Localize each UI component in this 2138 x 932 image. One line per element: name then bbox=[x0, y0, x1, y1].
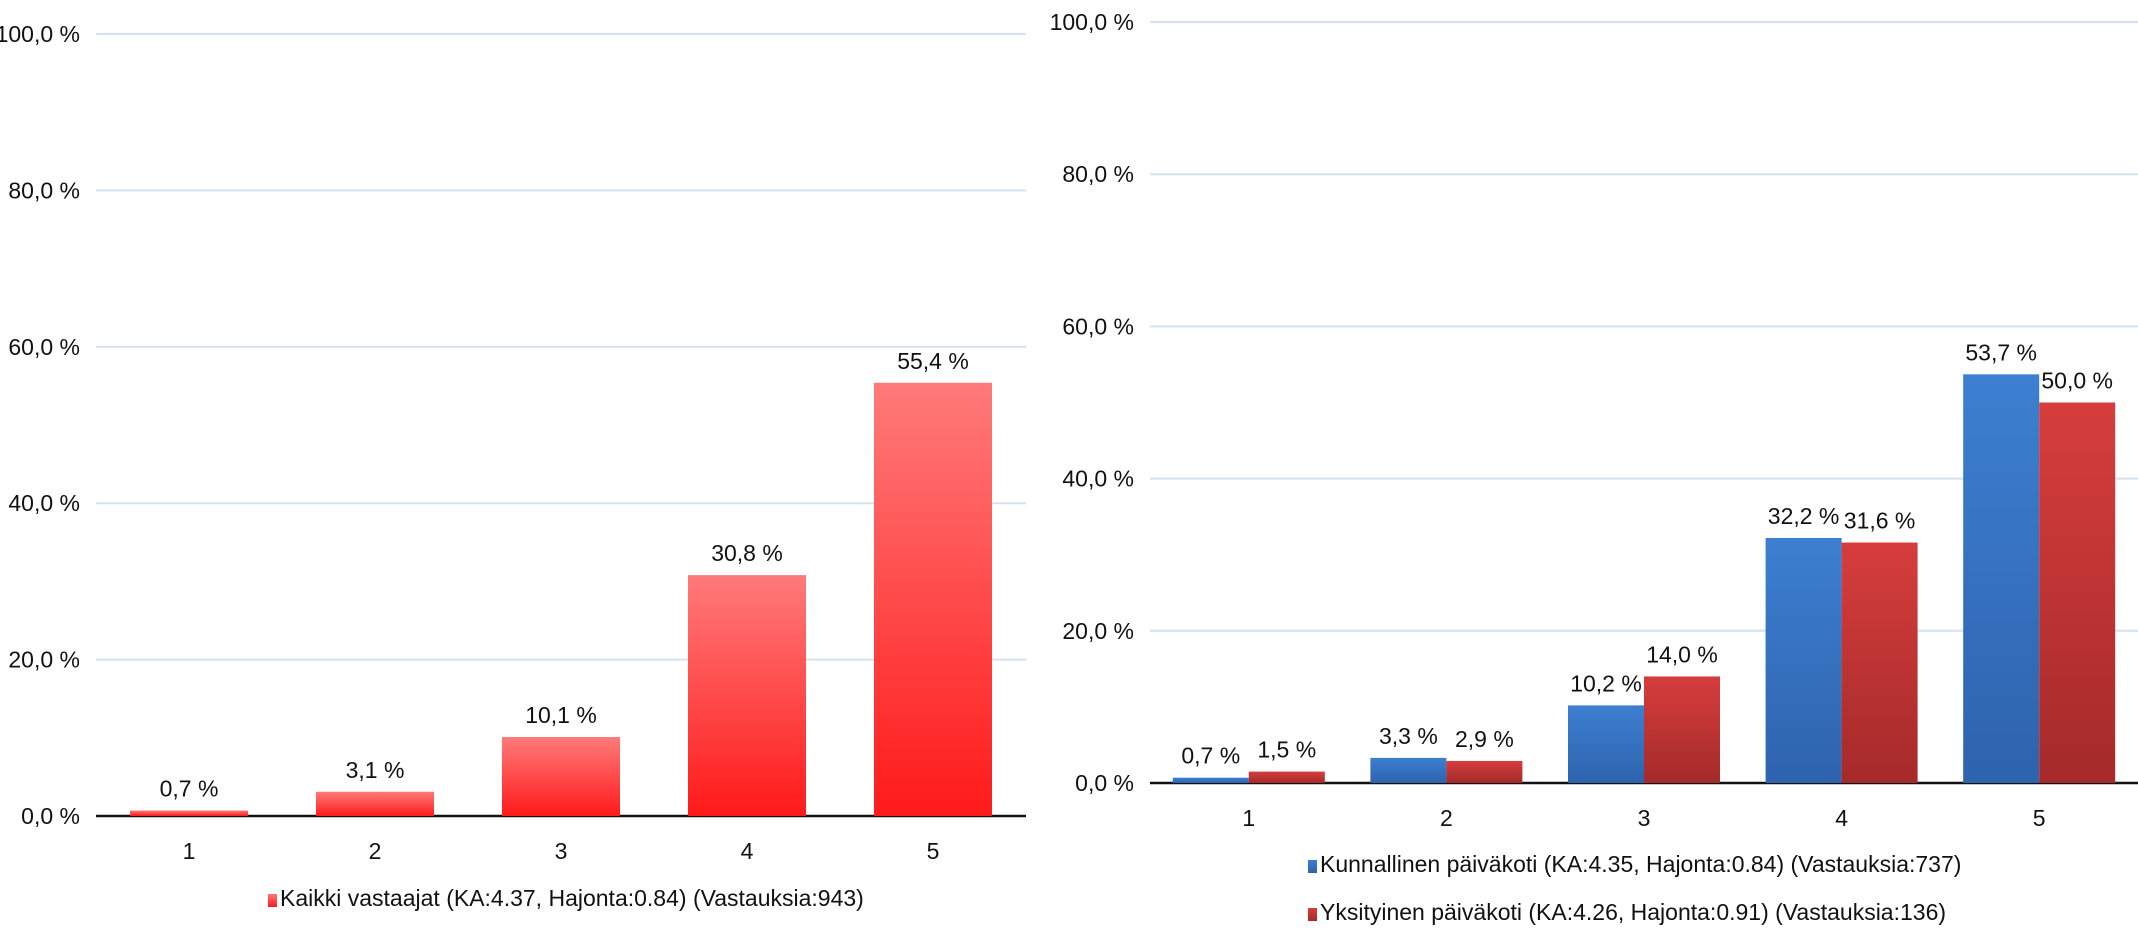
bar bbox=[1446, 760, 1523, 783]
data-label: 1,5 % bbox=[1257, 737, 1316, 763]
legend-swatch bbox=[1308, 860, 1317, 873]
y-tick-label: 80,0 % bbox=[1062, 161, 1134, 187]
x-tick-label: 5 bbox=[2033, 805, 2046, 831]
x-tick-label: 2 bbox=[369, 838, 382, 864]
y-tick-label: 100,0 % bbox=[0, 21, 80, 47]
data-label: 14,0 % bbox=[1646, 641, 1718, 667]
chart-all-respondents: 0,0 % 20,0 % 40,0 % 60,0 % 80,0 % 100,0 % 0,7 … bbox=[0, 21, 1026, 911]
data-label: 2,9 % bbox=[1455, 726, 1514, 752]
x-tick-label: 1 bbox=[1242, 805, 1255, 831]
y-tick-label: 0,0 % bbox=[1075, 770, 1134, 796]
data-label: 3,1 % bbox=[346, 757, 405, 783]
y-tick-label: 20,0 % bbox=[8, 647, 80, 673]
x-tick-label: 1 bbox=[183, 838, 196, 864]
y-tick-label: 40,0 % bbox=[1062, 466, 1134, 492]
data-label: 53,7 % bbox=[1965, 339, 2037, 365]
legend-swatch bbox=[268, 894, 277, 907]
data-label: 31,6 % bbox=[1844, 508, 1916, 534]
bar bbox=[1172, 777, 1249, 783]
legend-swatch bbox=[1308, 908, 1317, 921]
bar bbox=[1765, 537, 1842, 783]
x-tick-label: 4 bbox=[741, 838, 754, 864]
bar bbox=[1644, 676, 1720, 783]
data-label: 50,0 % bbox=[2041, 368, 2113, 394]
y-tick-label: 20,0 % bbox=[1062, 618, 1134, 644]
legend-label: Kunnallinen päiväkoti (KA:4.35, Hajonta:… bbox=[1320, 851, 1961, 877]
x-tick-label: 3 bbox=[1638, 805, 1651, 831]
bar bbox=[1248, 771, 1325, 783]
bar bbox=[1370, 757, 1447, 783]
data-label: 32,2 % bbox=[1768, 503, 1840, 529]
legend-label: Kaikki vastaajat (KA:4.37, Hajonta:0.84)… bbox=[280, 885, 864, 911]
bar bbox=[316, 791, 434, 816]
data-label: 0,7 % bbox=[160, 776, 219, 802]
bar bbox=[130, 810, 248, 816]
bar bbox=[1841, 542, 1918, 783]
legend-label: Yksityinen päiväkoti (KA:4.26, Hajonta:0… bbox=[1320, 899, 1946, 925]
chart-municipal-vs-private: 0,0 % 20,0 % 40,0 % 60,0 % 80,0 % 100,0 % 0,7 … bbox=[1050, 9, 2138, 925]
x-tick-label: 5 bbox=[927, 838, 940, 864]
data-label: 30,8 % bbox=[711, 540, 783, 566]
y-tick-label: 0,0 % bbox=[21, 803, 80, 829]
data-label: 3,3 % bbox=[1379, 723, 1438, 749]
y-tick-label: 40,0 % bbox=[8, 490, 80, 516]
data-label: 10,2 % bbox=[1570, 670, 1642, 696]
bar bbox=[502, 737, 620, 816]
x-tick-label: 3 bbox=[555, 838, 568, 864]
x-tick-label: 4 bbox=[1835, 805, 1848, 831]
y-tick-label: 100,0 % bbox=[1050, 9, 1134, 35]
bar bbox=[1568, 705, 1644, 783]
y-tick-label: 80,0 % bbox=[8, 177, 80, 203]
bar bbox=[2039, 402, 2116, 783]
y-tick-label: 60,0 % bbox=[1062, 313, 1134, 339]
bar bbox=[874, 382, 992, 816]
y-tick-label: 60,0 % bbox=[8, 334, 80, 360]
x-tick-label: 2 bbox=[1440, 805, 1453, 831]
bar bbox=[688, 575, 806, 816]
bar bbox=[1963, 374, 2040, 783]
data-label: 0,7 % bbox=[1181, 743, 1240, 769]
data-label: 55,4 % bbox=[897, 348, 969, 374]
data-label: 10,1 % bbox=[525, 702, 597, 728]
